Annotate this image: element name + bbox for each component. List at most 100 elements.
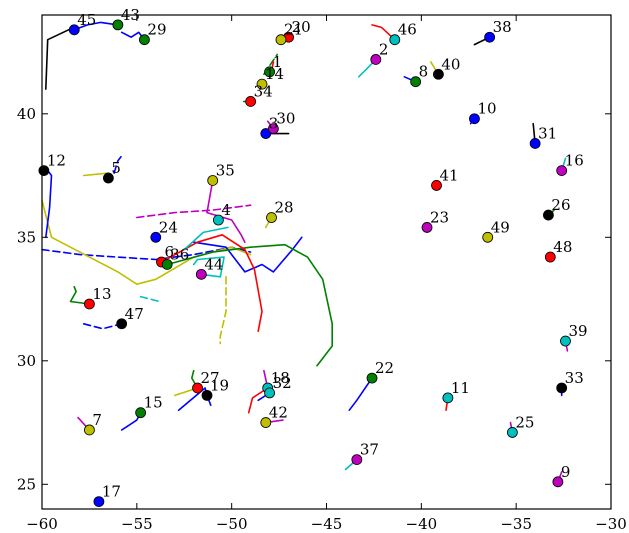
plot-frame: [41, 14, 612, 510]
trail-15: [113, 155, 123, 174]
point-label-5: 5: [111, 159, 121, 177]
point-4: [212, 214, 224, 226]
x-tick-label: −45: [311, 515, 343, 533]
point-label-22: 22: [375, 359, 394, 377]
point-label-7: 7: [92, 411, 102, 429]
point-16: [556, 165, 568, 177]
point-label-36: 36: [170, 245, 189, 263]
trail-5: [166, 243, 333, 367]
point-label-32: 32: [273, 374, 292, 392]
point-label-30: 30: [276, 110, 295, 128]
point-label-26: 26: [551, 196, 570, 214]
point-label-12: 12: [47, 152, 66, 170]
point-3: [260, 128, 272, 139]
point-40: [433, 68, 444, 80]
point-label-15: 15: [144, 394, 163, 412]
point-label-39: 39: [568, 322, 587, 340]
point-49: [482, 231, 494, 243]
point-7: [84, 424, 95, 436]
point-24: [150, 231, 162, 243]
point-2: [370, 54, 382, 65]
trail-11: [82, 323, 123, 330]
point-label-25: 25: [515, 413, 534, 431]
point-label-38: 38: [493, 18, 512, 36]
point-39: [560, 335, 571, 347]
point-label-35: 35: [216, 161, 235, 179]
point-43: [112, 19, 124, 31]
point-42: [260, 417, 272, 428]
point-label-24: 24: [159, 218, 178, 236]
point-label-18: 18: [271, 369, 290, 387]
point-33: [556, 382, 568, 394]
point-8: [410, 76, 422, 88]
x-tick-label: −40: [406, 515, 438, 533]
trail-22: [371, 24, 396, 41]
point-label-47: 47: [125, 305, 144, 323]
point-label-23: 23: [430, 208, 449, 226]
point-label-3: 3: [269, 115, 279, 133]
point-label-10: 10: [477, 100, 496, 118]
point-label-28: 28: [274, 199, 293, 217]
trail-13: [69, 285, 91, 305]
point-label-1: 1: [273, 53, 283, 71]
point-21: [275, 34, 287, 46]
x-tick-label: −60: [26, 515, 58, 533]
point-label-33: 33: [565, 369, 584, 387]
point-label-2: 2: [379, 40, 389, 58]
point-label-19: 19: [210, 376, 229, 394]
trail-31: [206, 179, 246, 243]
trail-9: [192, 256, 225, 278]
point-label-4: 4: [221, 201, 231, 219]
point-28: [266, 212, 277, 223]
point-label-48: 48: [553, 238, 572, 256]
point-label-8: 8: [419, 63, 429, 81]
point-37: [351, 454, 363, 466]
point-label-20: 20: [292, 18, 311, 36]
point-47: [116, 318, 128, 330]
point-label-40: 40: [441, 55, 460, 73]
point-label-27: 27: [201, 369, 220, 387]
trail-42: [348, 377, 373, 411]
point-label-13: 13: [92, 285, 111, 303]
point-label-42: 42: [269, 404, 288, 422]
trail-38: [247, 387, 269, 414]
point-32: [264, 387, 276, 399]
point-26: [543, 209, 554, 221]
point-31: [529, 138, 541, 149]
trajectory-trails: [41, 21, 569, 483]
point-41: [431, 180, 442, 191]
point-label-6: 6: [164, 243, 174, 261]
point-label-29: 29: [147, 21, 166, 39]
point-label-34: 34: [254, 82, 273, 100]
trail-17: [73, 21, 119, 31]
point-25: [506, 427, 518, 438]
point-label-14: 14: [265, 65, 284, 83]
point-46: [389, 34, 401, 46]
point-29: [139, 34, 150, 46]
point-label-44: 44: [204, 255, 223, 273]
point-label-37: 37: [360, 441, 379, 459]
point-label-16: 16: [565, 152, 584, 170]
point-label-31: 31: [538, 124, 557, 142]
point-38: [484, 31, 496, 43]
trail-16: [45, 29, 70, 90]
point-label-17: 17: [102, 483, 121, 501]
trail-7: [136, 204, 252, 219]
point-22: [366, 372, 378, 384]
point-15: [135, 407, 147, 419]
point-5: [102, 172, 114, 184]
y-tick-label: 40: [17, 105, 36, 123]
point-1: [264, 66, 276, 78]
point-label-49: 49: [491, 218, 510, 236]
point-label-21: 21: [284, 21, 303, 39]
point-36: [161, 259, 173, 270]
x-axis-ticks: −60 −55 −50 −45 −40 −35 −30: [26, 15, 627, 533]
point-10: [469, 113, 480, 125]
point-19: [201, 389, 213, 401]
point-14: [256, 78, 268, 90]
point-13: [84, 298, 95, 310]
y-tick-label: 35: [17, 228, 36, 246]
y-tick-label: 25: [17, 475, 36, 493]
